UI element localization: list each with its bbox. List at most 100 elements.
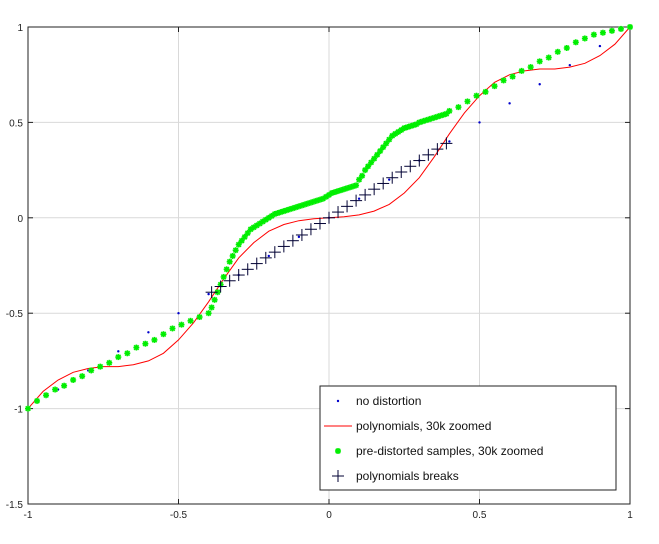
data-point: [536, 58, 543, 65]
data-point: [627, 24, 633, 30]
data-point: [244, 230, 251, 237]
data-point: [422, 148, 435, 161]
data-point: [395, 166, 408, 179]
data-point: [208, 304, 215, 311]
data-point: [508, 102, 511, 105]
x-tick-label: -0.5: [170, 510, 188, 521]
legend-box: [319, 385, 617, 491]
data-point: [304, 223, 317, 236]
data-point: [229, 252, 236, 259]
data-point: [106, 359, 113, 366]
data-point: [43, 392, 50, 399]
data-point: [431, 143, 444, 156]
data-point: [599, 29, 606, 36]
data-point: [538, 83, 541, 86]
data-point: [223, 274, 236, 287]
data-point: [563, 44, 570, 51]
y-tick-label: 1: [17, 23, 23, 34]
plot-area: [25, 24, 633, 412]
data-point: [371, 155, 378, 162]
data-point: [598, 44, 602, 48]
data-point: [572, 39, 579, 46]
legend-item: no distortion: [336, 394, 421, 408]
data-point: [223, 266, 230, 273]
data-point: [147, 331, 150, 334]
data-point: [52, 386, 59, 393]
data-point: [232, 269, 245, 282]
data-point: [211, 296, 218, 303]
legend-label: no distortion: [356, 394, 421, 408]
data-point: [160, 331, 167, 338]
data-point: [151, 336, 158, 343]
data-point: [350, 194, 363, 207]
data-point: [124, 350, 131, 357]
legend-item: polynomials breaks: [332, 469, 459, 483]
data-point: [386, 136, 393, 143]
data-point: [388, 178, 391, 181]
series-polynomials-breaks: [205, 137, 453, 299]
data-point: [491, 83, 498, 90]
data-point: [205, 310, 212, 317]
data-point: [478, 121, 481, 124]
data-point: [177, 312, 180, 315]
data-point: [359, 188, 372, 201]
data-point: [259, 251, 272, 264]
data-point: [413, 154, 426, 167]
legend-item: pre-distorted samples, 30k zoomed: [335, 444, 543, 458]
legend-label: polynomials, 30k zoomed: [356, 419, 491, 433]
data-point: [617, 25, 624, 32]
y-tick-label: 0.5: [9, 118, 23, 129]
x-tick-label: -1: [24, 510, 33, 521]
data-point: [79, 373, 86, 380]
data-point: [115, 354, 122, 361]
x-tick-label: 0: [326, 510, 332, 521]
data-point: [386, 171, 399, 184]
data-point: [226, 258, 233, 265]
legend: no distortion polynomials, 30k zoomed pre-…: [319, 385, 617, 491]
data-point: [25, 405, 31, 412]
legend-label: polynomials breaks: [356, 469, 459, 483]
data-point: [196, 314, 203, 321]
data-point: [70, 376, 77, 383]
y-tick-label: 0: [17, 214, 23, 225]
data-point: [220, 273, 227, 280]
data-point: [267, 254, 270, 258]
data-point: [241, 263, 254, 276]
data-point: [332, 206, 345, 219]
data-point: [359, 172, 366, 179]
data-point: [178, 321, 185, 328]
data-point: [323, 211, 335, 224]
data-point: [117, 350, 120, 353]
data-point: [455, 104, 462, 111]
data-point: [232, 247, 239, 254]
data-point: [286, 234, 299, 247]
data-point: [581, 35, 588, 42]
x-tick-label: 1: [627, 510, 633, 521]
data-point: [205, 286, 218, 299]
data-point: [61, 382, 68, 389]
data-point: [440, 137, 453, 150]
data-point: [34, 397, 41, 404]
y-tick-label: -1: [14, 405, 23, 416]
data-point: [404, 160, 417, 173]
data-point: [133, 344, 140, 351]
data-point: [554, 48, 561, 55]
data-point: [368, 183, 381, 196]
data-point: [377, 177, 390, 190]
data-point: [88, 367, 95, 374]
data-point: [464, 98, 471, 105]
data-point: [250, 257, 263, 270]
data-point: [482, 88, 489, 95]
data-point: [187, 317, 194, 324]
data-point: [297, 235, 301, 239]
data-point: [473, 92, 480, 99]
axes: -1 -0.5 0 0.5 1-1.5-1-0.500.51: [6, 23, 633, 521]
y-tick-label: -1.5: [6, 500, 24, 511]
data-point: [608, 27, 615, 34]
data-point: [277, 240, 290, 253]
data-point: [268, 246, 281, 259]
legend-swatch: [336, 399, 340, 403]
legend-label: pre-distorted samples, 30k zoomed: [356, 444, 543, 458]
legend-item: polynomials, 30k zoomed: [324, 419, 491, 433]
